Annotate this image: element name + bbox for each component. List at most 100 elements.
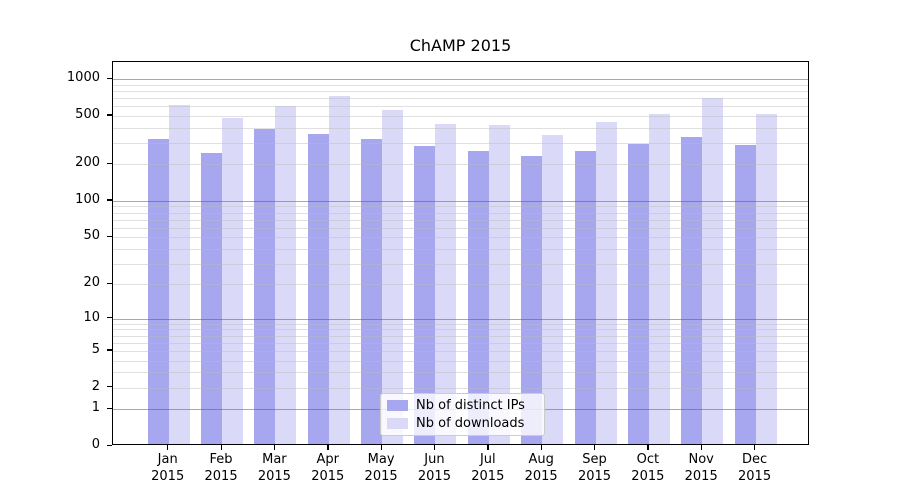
chart-title: ChAMP 2015 xyxy=(409,36,512,55)
x-tick-nov xyxy=(700,445,702,450)
major-gridline-100 xyxy=(113,200,808,202)
y-tick-0 xyxy=(107,444,112,446)
x-tick-aug xyxy=(540,445,542,450)
y-tick-20 xyxy=(107,282,112,285)
y-tick-label-10: 10 xyxy=(83,309,100,325)
x-tick-label-oct: Oct 2015 xyxy=(631,452,665,484)
legend-item-distinct-ips: Nb of distinct IPs xyxy=(387,398,538,413)
bar-jun-downloads xyxy=(435,123,457,444)
y-tick-label-50: 50 xyxy=(83,228,100,244)
x-tick-sep xyxy=(594,445,596,450)
bar-dec-distinct-ips xyxy=(734,144,756,444)
x-tick-apr xyxy=(327,445,329,450)
minor-gridline-30 xyxy=(113,263,808,265)
bar-jan-distinct-ips xyxy=(147,138,169,444)
y-tick-label-1: 1 xyxy=(91,400,100,416)
y-tick-200 xyxy=(107,162,112,165)
minor-gridline-6 xyxy=(113,342,808,344)
bar-aug-downloads xyxy=(542,135,564,444)
bar-jan-downloads xyxy=(168,104,190,444)
x-tick-mar xyxy=(273,445,276,450)
minor-gridline-900 xyxy=(113,84,808,86)
bar-oct-distinct-ips xyxy=(627,144,649,444)
bar-nov-downloads xyxy=(702,98,724,444)
bar-mar-downloads xyxy=(275,106,297,444)
minor-gridline-20 xyxy=(113,284,808,286)
y-tick-label-20: 20 xyxy=(83,275,100,291)
y-tick-500 xyxy=(107,114,112,116)
bar-jul-downloads xyxy=(488,124,510,444)
x-tick-jun xyxy=(433,445,436,450)
x-tick-may xyxy=(380,445,382,450)
y-tick-5 xyxy=(107,349,112,351)
y-tick-label-5: 5 xyxy=(91,341,100,357)
x-tick-label-apr: Apr 2015 xyxy=(311,452,345,484)
y-tick-label-200: 200 xyxy=(75,155,100,171)
y-tick-label-1000: 1000 xyxy=(66,70,100,85)
bar-feb-distinct-ips xyxy=(201,153,223,444)
bar-aug-distinct-ips xyxy=(521,156,543,444)
x-tick-label-jan: Jan 2015 xyxy=(151,452,185,484)
bar-apr-distinct-ips xyxy=(307,133,329,444)
legend-swatch-distinct-ips xyxy=(387,400,408,411)
bar-jul-distinct-ips xyxy=(467,150,489,444)
bar-sep-distinct-ips xyxy=(574,151,596,444)
bar-oct-downloads xyxy=(648,114,670,444)
minor-gridline-4 xyxy=(113,360,808,362)
minor-gridline-70 xyxy=(113,219,808,221)
y-tick-1 xyxy=(107,407,112,409)
y-tick-label-0: 0 xyxy=(91,437,100,452)
minor-gridline-40 xyxy=(113,248,808,250)
bar-sep-downloads xyxy=(595,121,617,444)
bar-may-downloads xyxy=(382,110,404,444)
y-tick-label-2: 2 xyxy=(91,378,100,394)
legend: Nb of distinct IPs Nb of downloads xyxy=(380,393,545,436)
x-tick-label-feb: Feb 2015 xyxy=(204,452,238,484)
bar-mar-distinct-ips xyxy=(254,128,276,444)
x-tick-jan xyxy=(167,445,169,450)
y-tick-label-500: 500 xyxy=(75,106,100,122)
minor-gridline-7 xyxy=(113,335,808,337)
bar-dec-downloads xyxy=(755,114,777,444)
x-tick-dec xyxy=(754,445,756,450)
x-tick-label-may: May 2015 xyxy=(364,452,398,484)
minor-gridline-800 xyxy=(113,90,808,92)
minor-gridline-9 xyxy=(113,323,808,325)
legend-swatch-downloads xyxy=(387,418,408,429)
bar-apr-downloads xyxy=(328,96,350,444)
plot-area xyxy=(112,61,809,445)
minor-gridline-300 xyxy=(113,142,808,144)
x-tick-label-mar: Mar 2015 xyxy=(257,452,291,484)
legend-item-downloads: Nb of downloads xyxy=(387,416,538,431)
y-tick-label-100: 100 xyxy=(75,191,100,207)
minor-gridline-3 xyxy=(113,372,808,374)
legend-label-distinct-ips: Nb of distinct IPs xyxy=(416,398,525,413)
minor-gridline-60 xyxy=(113,227,808,229)
minor-gridline-5 xyxy=(113,350,808,352)
minor-gridline-2 xyxy=(113,387,808,389)
x-tick-label-nov: Nov 2015 xyxy=(684,452,718,484)
minor-gridline-200 xyxy=(113,164,808,166)
x-tick-label-sep: Sep 2015 xyxy=(577,452,612,484)
y-tick-2 xyxy=(107,386,112,388)
x-tick-oct xyxy=(647,445,649,450)
x-tick-jul xyxy=(487,445,489,450)
y-tick-1000 xyxy=(107,77,112,79)
x-tick-label-jun: Jun 2015 xyxy=(417,452,451,484)
minor-gridline-700 xyxy=(113,97,808,99)
minor-gridline-600 xyxy=(113,106,808,108)
bar-feb-downloads xyxy=(222,117,244,444)
x-tick-label-dec: Dec 2015 xyxy=(738,452,772,484)
minor-gridline-8 xyxy=(113,329,808,331)
y-tick-100 xyxy=(107,199,112,201)
major-gridline-1000 xyxy=(113,79,808,80)
minor-gridline-90 xyxy=(113,206,808,208)
minor-gridline-80 xyxy=(113,212,808,214)
x-tick-label-aug: Aug 2015 xyxy=(524,452,558,484)
minor-gridline-500 xyxy=(113,115,808,117)
minor-gridline-400 xyxy=(113,127,808,129)
y-tick-50 xyxy=(107,235,112,237)
legend-label-downloads: Nb of downloads xyxy=(416,416,525,431)
y-tick-10 xyxy=(107,317,112,319)
bar-jun-distinct-ips xyxy=(414,145,436,444)
